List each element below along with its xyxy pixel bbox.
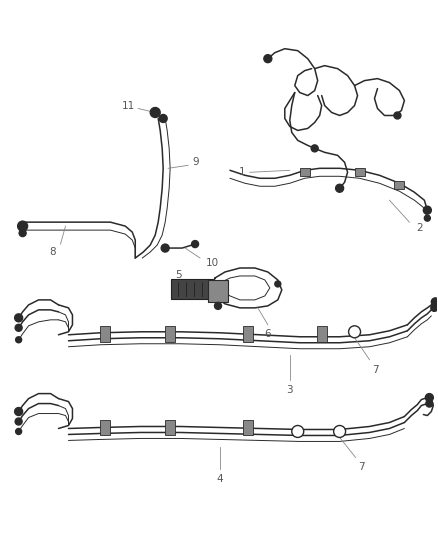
Bar — [100, 419, 110, 435]
Text: 9: 9 — [193, 157, 199, 167]
Circle shape — [14, 408, 23, 416]
Circle shape — [426, 400, 433, 407]
Bar — [243, 326, 253, 342]
Circle shape — [161, 244, 169, 252]
Circle shape — [14, 314, 23, 322]
Bar — [355, 168, 364, 176]
Text: 6: 6 — [265, 329, 271, 339]
Circle shape — [336, 184, 343, 192]
Circle shape — [150, 108, 160, 117]
Circle shape — [19, 230, 26, 237]
Circle shape — [159, 115, 167, 123]
Text: 4: 4 — [217, 474, 223, 484]
Bar — [317, 326, 327, 342]
Bar — [243, 419, 253, 435]
Circle shape — [424, 206, 431, 214]
Bar — [395, 181, 404, 189]
Text: 3: 3 — [286, 385, 293, 394]
FancyBboxPatch shape — [171, 279, 213, 299]
Circle shape — [18, 221, 28, 231]
Text: 2: 2 — [416, 223, 423, 233]
Circle shape — [424, 215, 430, 221]
Bar — [208, 280, 228, 302]
Bar — [300, 168, 310, 176]
Bar — [100, 326, 110, 342]
Circle shape — [215, 302, 222, 309]
Text: 1: 1 — [239, 167, 245, 177]
Text: 10: 10 — [205, 258, 219, 268]
Circle shape — [334, 425, 346, 438]
Circle shape — [16, 429, 21, 434]
Circle shape — [275, 281, 281, 287]
Circle shape — [311, 145, 318, 152]
Text: 8: 8 — [49, 247, 56, 257]
Circle shape — [394, 112, 401, 119]
Circle shape — [191, 240, 198, 247]
Text: 5: 5 — [175, 270, 181, 280]
Circle shape — [292, 425, 304, 438]
Circle shape — [15, 324, 22, 332]
Circle shape — [431, 304, 438, 311]
Bar — [165, 326, 175, 342]
Circle shape — [16, 337, 21, 343]
Text: 11: 11 — [122, 101, 135, 110]
Circle shape — [425, 393, 433, 401]
Bar — [165, 419, 175, 435]
Circle shape — [431, 298, 438, 306]
Circle shape — [15, 418, 22, 425]
Text: 7: 7 — [358, 462, 365, 472]
Circle shape — [264, 55, 272, 63]
Text: 7: 7 — [372, 365, 379, 375]
Circle shape — [349, 326, 360, 338]
